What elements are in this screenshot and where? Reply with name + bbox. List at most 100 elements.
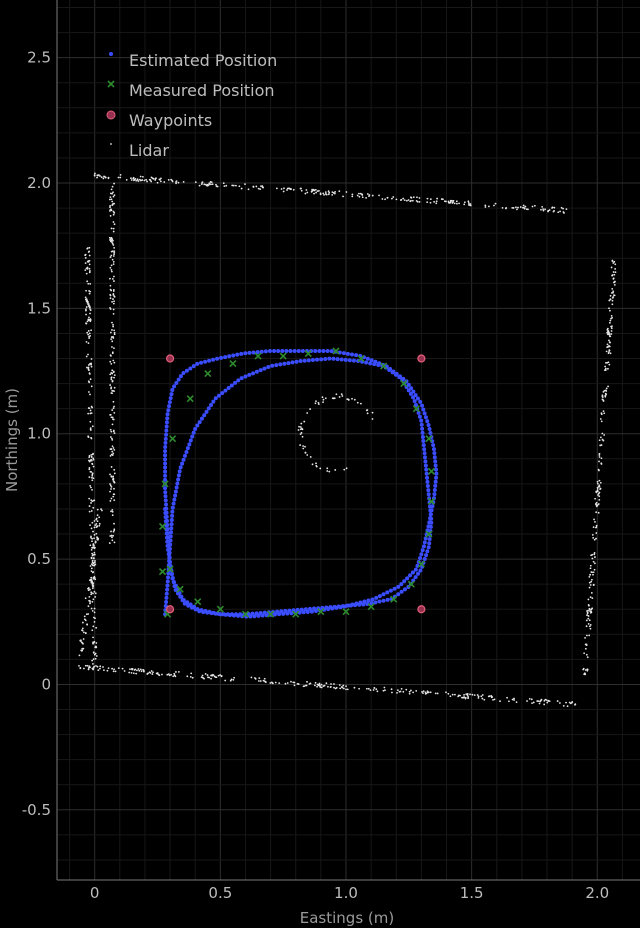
lidar-point [79,654,81,656]
estimated-position-point [163,453,167,457]
estimated-position-point [261,614,265,618]
estimated-position-point [427,545,431,549]
lidar-point [302,436,304,438]
lidar-point [286,189,288,191]
lidar-point [591,611,593,613]
lidar-point [114,333,116,335]
x-tick-label: 2.0 [585,884,609,902]
lidar-point [138,668,140,670]
lidar-point [612,296,614,298]
estimated-position-point [281,612,285,616]
legend-label-waypoints: Waypoints [129,111,212,130]
lidar-point [260,185,262,187]
lidar-point [84,615,86,617]
lidar-point [83,668,85,670]
estimated-position-point [163,445,167,449]
lidar-point [325,682,327,684]
lidar-point [131,672,133,674]
legend-label-measured: Measured Position [129,81,275,100]
lidar-point [82,627,84,629]
lidar-point [590,628,592,630]
lidar-point [614,284,616,286]
lidar-point [122,668,124,670]
lidar-point [300,423,302,425]
estimated-position-point [393,587,397,591]
lidar-point [93,667,95,669]
lidar-point [294,684,296,686]
lidar-point [109,199,111,201]
lidar-point [110,510,112,512]
lidar-point [118,177,120,179]
lidar-point [463,203,465,205]
estimated-position-point [240,376,244,380]
lidar-point [94,617,96,619]
estimated-position-point [427,520,431,524]
estimated-position-point [336,357,340,361]
estimated-position-point [223,355,227,359]
lidar-point [437,693,439,695]
lidar-point [91,463,93,465]
lidar-point [109,491,111,493]
estimated-position-point [301,349,305,353]
estimated-position-point [315,358,319,362]
estimated-position-point [255,370,259,374]
lidar-point [87,320,89,322]
lidar-point [113,668,115,670]
estimated-position-point [327,357,331,361]
lidar-point [281,188,283,190]
lidar-point [157,182,159,184]
y-tick-label: 0 [41,675,51,693]
lidar-point [488,206,490,208]
lidar-point [145,179,147,181]
lidar-point [547,210,549,212]
estimated-position-point [164,596,168,600]
lidar-point [456,203,458,205]
lidar-point [306,412,308,414]
estimated-position-point [433,484,437,488]
lidar-point [113,228,115,230]
lidar-point [603,410,605,412]
estimated-position-point [427,541,431,545]
lidar-point [400,199,402,201]
estimated-position-point [422,544,426,548]
estimated-position-point [164,429,168,433]
lidar-point [110,215,112,217]
lidar-point [470,205,472,207]
lidar-point [110,363,112,365]
lidar-point [333,687,335,689]
lidar-point [590,596,592,598]
lidar-point [334,397,336,399]
estimated-position-point [204,609,208,613]
lidar-point [304,446,306,448]
estimated-position-point [165,416,169,420]
x-tick-label: 1.0 [334,884,358,902]
lidar-point [591,571,593,573]
lidar-point [586,654,588,656]
lidar-point [80,649,82,651]
lidar-point [91,553,93,555]
lidar-point [311,191,313,193]
lidar-point [238,185,240,187]
lidar-point [92,554,94,556]
lidar-point [89,255,91,257]
lidar-point [326,467,328,469]
estimated-position-point [370,358,374,362]
lidar-point [597,504,599,506]
lidar-point [101,176,103,178]
estimated-position-point [232,613,236,617]
lidar-point [113,493,115,495]
lidar-point [202,675,204,677]
lidar-point [609,320,611,322]
lidar-point [599,456,601,458]
lidar-point [372,418,374,420]
lidar-point [591,554,593,556]
estimated-position-point [391,369,395,373]
lidar-point [89,505,91,507]
estimated-position-point [326,607,330,611]
lidar-point [89,579,91,581]
lidar-point [310,456,312,458]
lidar-point [458,202,460,204]
lidar-point [91,567,93,569]
lidar-point [571,702,573,704]
lidar-point [608,349,610,351]
